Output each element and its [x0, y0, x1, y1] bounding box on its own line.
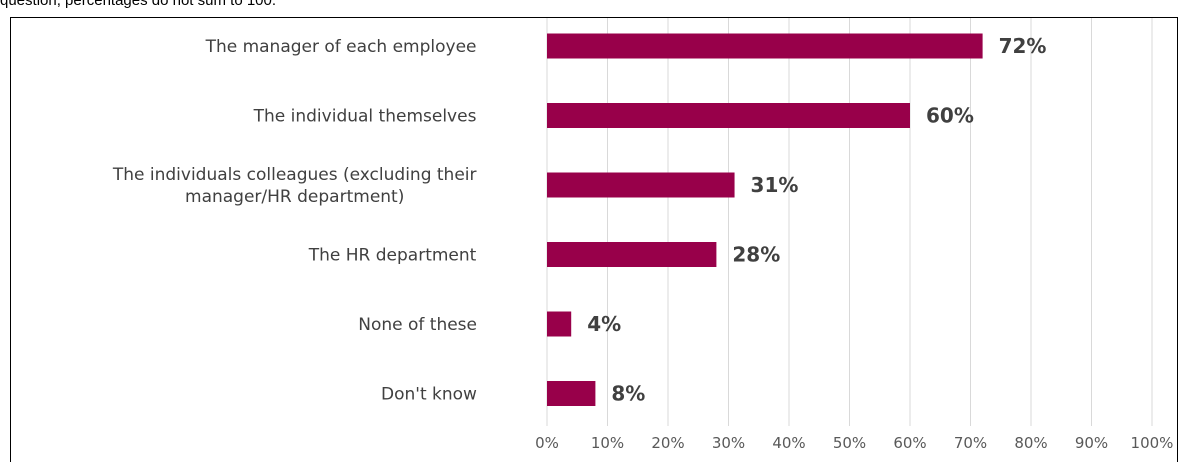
- x-tick-label: 70%: [954, 434, 987, 452]
- x-tick-label: 80%: [1014, 434, 1047, 452]
- bar: [547, 242, 717, 267]
- bar-chart: 72% 60% 31% 28% 4% 8% The manager of each emp…: [112, 18, 1173, 452]
- x-tick-label: 100%: [1131, 434, 1174, 452]
- bar: [547, 103, 910, 128]
- bar: [547, 172, 735, 198]
- category-label: The manager of each employee: [205, 37, 477, 57]
- bar: [547, 33, 983, 59]
- data-label: 60%: [926, 104, 974, 128]
- x-tick-label: 10%: [591, 434, 624, 452]
- data-label: 28%: [732, 243, 780, 267]
- data-label: 31%: [751, 173, 799, 197]
- chart-caption: question, percentages do not sum to 100.: [0, 0, 277, 9]
- data-labels: 72% 60% 31% 28% 4% 8%: [587, 34, 1046, 406]
- category-label: Don't know: [381, 385, 477, 405]
- category-labels: The manager of each employee The individu…: [112, 37, 477, 405]
- category-label: The individuals colleagues (excluding th…: [112, 165, 477, 207]
- x-axis-tick-labels: 0% 10% 20% 30% 40% 50% 60% 70% 80% 90% 100%: [535, 434, 1173, 452]
- category-label: The HR department: [308, 246, 477, 266]
- x-tick-label: 60%: [893, 434, 926, 452]
- data-label: 4%: [587, 312, 621, 336]
- data-label: 8%: [611, 382, 645, 406]
- bar: [547, 311, 572, 337]
- x-tick-label: 90%: [1075, 434, 1108, 452]
- chart-frame: 72% 60% 31% 28% 4% 8% The manager of each emp…: [10, 17, 1178, 462]
- gridlines: [546, 18, 1153, 426]
- x-tick-label: 50%: [833, 434, 866, 452]
- data-label: 72%: [999, 34, 1047, 58]
- bars: [547, 33, 983, 406]
- bar: [547, 381, 596, 406]
- category-label: None of these: [358, 315, 477, 335]
- category-label: The individual themselves: [253, 107, 477, 127]
- x-tick-label: 30%: [712, 434, 745, 452]
- x-tick-label: 0%: [535, 434, 559, 452]
- x-tick-label: 40%: [772, 434, 805, 452]
- x-tick-label: 20%: [651, 434, 684, 452]
